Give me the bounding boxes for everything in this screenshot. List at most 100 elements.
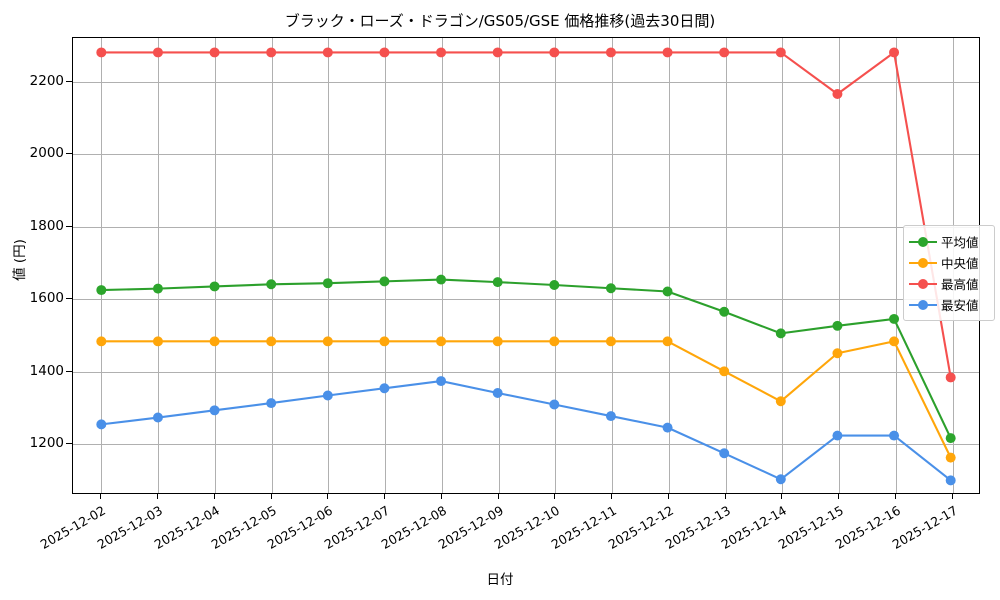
data-point-marker [96, 285, 107, 296]
data-point-marker [266, 398, 277, 409]
data-point-marker [775, 474, 786, 485]
gridline-vertical [498, 38, 500, 493]
data-point-marker [96, 336, 107, 347]
y-axis-tick-label: 1400 [29, 362, 64, 379]
gridline-vertical [271, 38, 273, 493]
data-point-marker [209, 47, 220, 58]
gridline-vertical [158, 38, 160, 493]
data-point-marker [152, 336, 163, 347]
y-axis-tick-label: 2200 [29, 72, 64, 89]
data-point-marker [662, 336, 673, 347]
data-point-marker [266, 279, 277, 290]
gridline-vertical [895, 38, 897, 493]
data-point-marker [662, 286, 673, 297]
data-point-marker [889, 430, 900, 441]
data-point-marker [492, 277, 503, 288]
gridline-horizontal [73, 444, 979, 446]
gridline-vertical [725, 38, 727, 493]
data-point-marker [719, 47, 730, 58]
y-axis-tick-mark [66, 443, 72, 445]
gridline-vertical [385, 38, 387, 493]
chart-legend: 平均値中央値最高値最安値 [903, 225, 995, 321]
x-axis-tick-mark [100, 494, 102, 499]
data-point-marker [152, 412, 163, 423]
x-axis-tick-mark [157, 494, 159, 499]
x-axis-label: 日付 [486, 572, 514, 588]
gridline-horizontal [73, 81, 979, 83]
data-point-marker [889, 47, 900, 58]
chart-title: ブラック・ローズ・ドラゴン/GS05/GSE 価格推移(過去30日間) [284, 12, 716, 30]
x-axis-tick-mark [611, 494, 613, 499]
data-point-marker [719, 448, 730, 459]
y-axis-tick-mark [66, 80, 72, 82]
plot-area [72, 37, 980, 494]
gridline-vertical [555, 38, 557, 493]
series-lines-layer [96, 47, 956, 486]
legend-item[interactable]: 最安値 [909, 294, 988, 315]
gridline-horizontal [73, 154, 979, 156]
data-point-marker [436, 336, 447, 347]
data-point-marker [436, 376, 447, 387]
gridline-vertical [668, 38, 670, 493]
data-point-marker [209, 281, 220, 292]
data-point-marker [379, 383, 390, 394]
data-point-marker [889, 336, 900, 347]
y-axis-tick-label: 1800 [29, 217, 64, 234]
y-axis-label: 値 (円) [12, 239, 28, 281]
legend-item[interactable]: 中央値 [909, 252, 988, 273]
gridline-horizontal [73, 226, 979, 228]
data-point-marker [549, 280, 560, 290]
y-axis-tick-marks [0, 37, 80, 494]
gridline-vertical [214, 38, 216, 493]
legend-item[interactable]: 平均値 [909, 231, 988, 252]
data-point-marker [209, 336, 220, 347]
x-axis-tick-mark [781, 494, 783, 499]
data-point-marker [266, 336, 277, 347]
data-point-marker [492, 336, 503, 347]
data-point-marker [945, 475, 956, 486]
data-point-marker [152, 283, 163, 294]
gridline-vertical [101, 38, 103, 493]
data-point-marker [492, 387, 503, 398]
data-point-marker [152, 47, 163, 58]
data-point-marker [775, 47, 786, 58]
data-point-marker [96, 47, 107, 58]
data-point-marker [605, 411, 616, 422]
y-axis-tick-label: 1200 [29, 435, 64, 452]
legend-item[interactable]: 最高値 [909, 273, 988, 294]
data-point-marker [832, 88, 843, 99]
data-point-marker [889, 313, 900, 324]
data-point-marker [662, 47, 673, 58]
series-line [100, 340, 952, 459]
gridline-vertical [612, 38, 614, 493]
data-point-marker [492, 47, 503, 58]
gridline-vertical [839, 38, 841, 493]
data-point-marker [379, 276, 390, 287]
y-axis-tick-label: 2000 [29, 145, 64, 162]
series-line [100, 380, 952, 482]
series-line [100, 51, 952, 379]
data-point-marker [322, 336, 333, 347]
data-point-marker [605, 47, 616, 58]
legend-label: 平均値 [941, 235, 979, 250]
data-point-marker [945, 372, 956, 383]
data-point-marker [719, 306, 730, 317]
data-point-marker [832, 320, 843, 331]
data-point-marker [605, 283, 616, 294]
legend-swatch-icon [909, 298, 937, 312]
data-point-marker [379, 47, 390, 58]
x-axis-tick-mark [838, 494, 840, 499]
x-axis-tick-mark [497, 494, 499, 499]
legend-label: 最高値 [941, 277, 979, 292]
data-point-marker [605, 336, 616, 347]
data-point-marker [719, 366, 730, 377]
data-point-marker [549, 336, 560, 347]
data-point-marker [209, 405, 220, 416]
data-point-marker [322, 278, 333, 289]
gridline-vertical [441, 38, 443, 493]
data-point-marker [945, 433, 956, 444]
gridline-vertical [328, 38, 330, 493]
y-axis-tick-mark [66, 298, 72, 300]
x-axis-tick-mark [384, 494, 386, 499]
